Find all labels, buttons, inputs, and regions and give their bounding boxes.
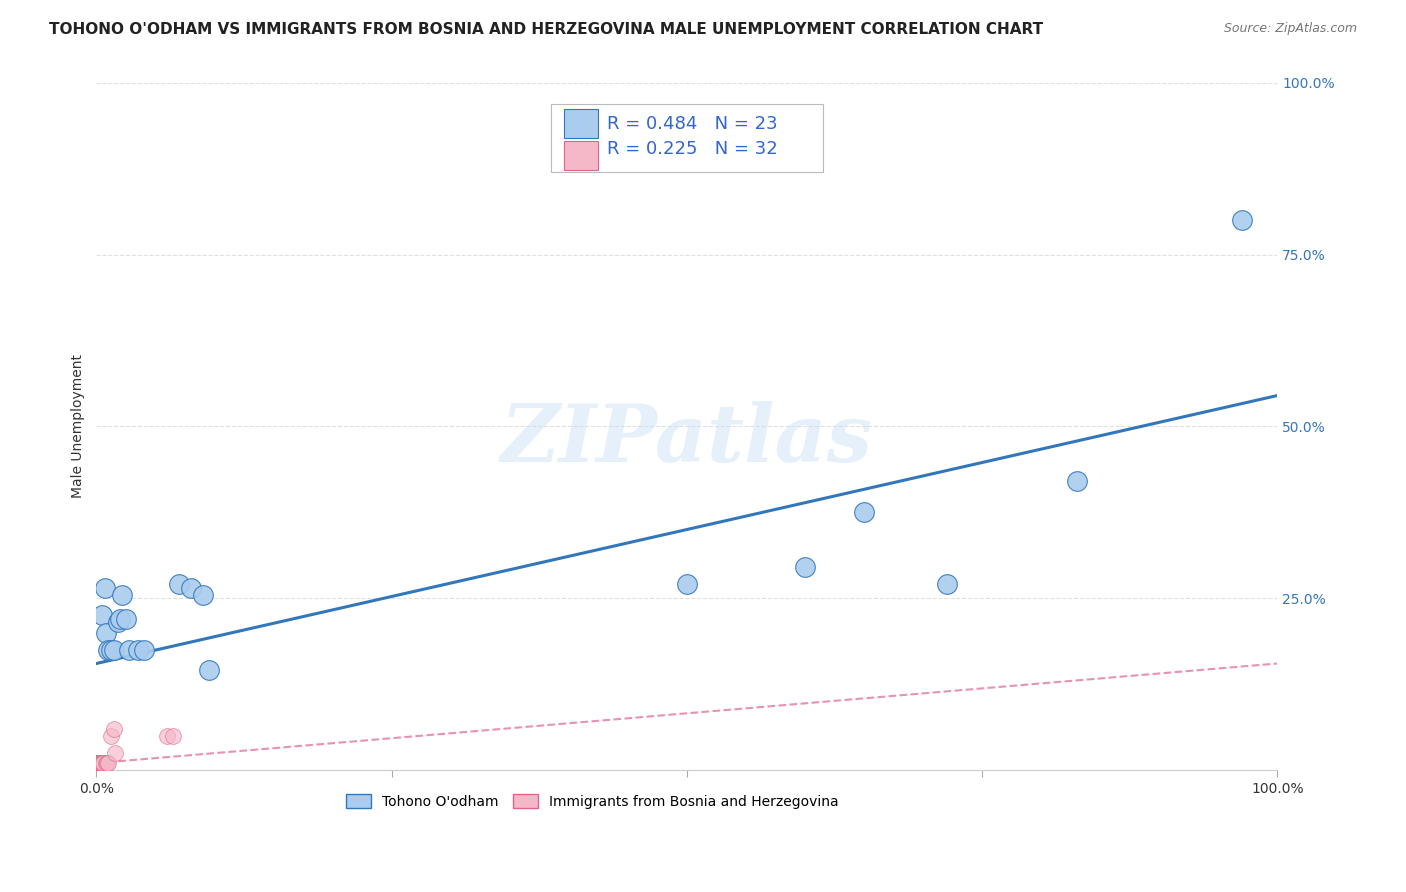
- Point: [87, 756, 110, 771]
- Text: TOHONO O'ODHAM VS IMMIGRANTS FROM BOSNIA AND HERZEGOVINA MALE UNEMPLOYMENT CORRE: TOHONO O'ODHAM VS IMMIGRANTS FROM BOSNIA…: [49, 22, 1043, 37]
- Point: [100, 729, 122, 743]
- Point: [86, 756, 108, 771]
- Point: [89, 756, 111, 771]
- Point: [127, 642, 149, 657]
- Point: [108, 612, 131, 626]
- Legend: Tohono O'odham, Immigrants from Bosnia and Herzegovina: Tohono O'odham, Immigrants from Bosnia a…: [340, 789, 844, 814]
- Point: [167, 577, 190, 591]
- Point: [118, 642, 141, 657]
- Point: [103, 722, 125, 736]
- Point: [103, 642, 125, 657]
- Point: [111, 588, 134, 602]
- Point: [156, 729, 179, 743]
- Point: [97, 756, 120, 771]
- Point: [180, 581, 202, 595]
- Point: [162, 729, 184, 743]
- Point: [94, 756, 117, 771]
- Point: [86, 756, 108, 771]
- Point: [87, 756, 110, 771]
- Point: [793, 560, 815, 574]
- Point: [90, 756, 112, 771]
- Point: [935, 577, 957, 591]
- Point: [86, 756, 108, 771]
- Point: [86, 756, 108, 771]
- Point: [87, 756, 110, 771]
- Text: R = 0.484   N = 23: R = 0.484 N = 23: [606, 115, 778, 133]
- Point: [94, 625, 117, 640]
- Point: [93, 581, 115, 595]
- Text: ZIPatlas: ZIPatlas: [501, 401, 873, 479]
- Point: [1066, 475, 1088, 489]
- Point: [91, 756, 114, 771]
- FancyBboxPatch shape: [564, 141, 598, 170]
- Point: [89, 756, 111, 771]
- Point: [91, 608, 114, 623]
- Point: [86, 756, 108, 771]
- FancyBboxPatch shape: [564, 109, 598, 138]
- Point: [675, 577, 697, 591]
- Point: [115, 612, 138, 626]
- Text: R = 0.225   N = 32: R = 0.225 N = 32: [606, 140, 778, 158]
- Point: [96, 756, 118, 771]
- FancyBboxPatch shape: [551, 103, 823, 172]
- Y-axis label: Male Unemployment: Male Unemployment: [72, 354, 86, 499]
- Point: [86, 756, 108, 771]
- Point: [107, 615, 129, 630]
- Point: [87, 756, 110, 771]
- Point: [86, 756, 108, 771]
- Point: [86, 756, 108, 771]
- Point: [91, 756, 114, 771]
- Text: Source: ZipAtlas.com: Source: ZipAtlas.com: [1223, 22, 1357, 36]
- Point: [852, 505, 875, 519]
- Point: [89, 756, 111, 771]
- Point: [90, 756, 112, 771]
- Point: [89, 756, 111, 771]
- Point: [191, 588, 214, 602]
- Point: [87, 756, 110, 771]
- Point: [97, 642, 120, 657]
- Point: [1230, 213, 1253, 227]
- Point: [93, 756, 115, 771]
- Point: [104, 746, 127, 760]
- Point: [89, 756, 111, 771]
- Point: [100, 642, 122, 657]
- Point: [132, 642, 155, 657]
- Point: [197, 664, 219, 678]
- Point: [86, 756, 108, 771]
